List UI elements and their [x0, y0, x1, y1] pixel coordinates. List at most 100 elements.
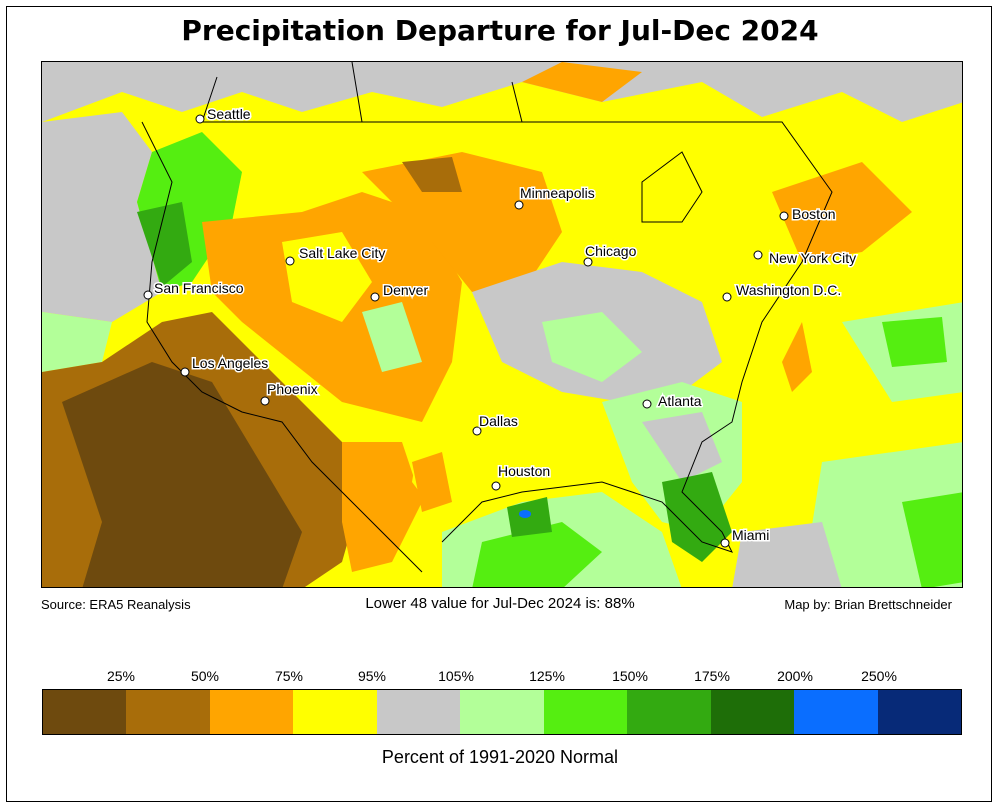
city-dot-icon [583, 257, 593, 267]
credit-note: Map by: Brian Brettschneider [784, 597, 952, 612]
legend-swatch-1 [126, 690, 210, 734]
legend-tick: 25% [106, 668, 136, 684]
city-dot-icon [285, 256, 295, 266]
city-dot-icon [753, 250, 763, 260]
legend-swatch-0 [43, 690, 127, 734]
city-label: New York City [769, 250, 856, 266]
legend-ticks: 25% 50% 75% 95% 105% 125% 150% 175% 200%… [0, 668, 1000, 688]
great-lakes-and-borders [201, 62, 703, 223]
city-label: Seattle [207, 106, 251, 122]
region-new-england-dry [772, 162, 912, 262]
city-label: Houston [498, 463, 550, 479]
city-dot-icon [180, 367, 190, 377]
map-canvas: Seattle San Francisco Los Angeles Phoeni… [42, 62, 962, 587]
region-ontario [582, 102, 682, 172]
region-utah-idaho [282, 232, 372, 322]
source-note: Source: ERA5 Reanalysis [41, 597, 191, 612]
region-florida-wet [662, 472, 732, 562]
map-title: Precipitation Departure for Jul-Dec 2024 [181, 14, 819, 47]
region-northern-plains-dry [362, 152, 562, 292]
region-baja-extreme-dry [62, 362, 302, 587]
legend-tick: 105% [438, 668, 474, 684]
city-markers: Seattle San Francisco Los Angeles Phoeni… [143, 105, 858, 548]
city-san-francisco[interactable]: San Francisco [143, 279, 245, 300]
city-dot-icon [514, 200, 524, 210]
summary-note: Lower 48 value for Jul-Dec 2024 is: 88% [365, 595, 635, 612]
region-canada-north [42, 62, 962, 122]
legend-swatch-2 [209, 690, 294, 734]
legend-swatch-4 [376, 690, 461, 734]
legend-tick: 125% [529, 668, 565, 684]
city-label: Atlanta [658, 393, 702, 409]
region-oregon-coast [137, 202, 192, 287]
city-chicago[interactable]: Chicago [583, 242, 638, 267]
region-gulf-extreme [519, 510, 531, 518]
city-houston[interactable]: Houston [491, 462, 552, 491]
city-dot-icon [143, 290, 153, 300]
legend-swatch-6 [543, 690, 628, 734]
city-denver[interactable]: Denver [370, 281, 430, 302]
region-gulf-very-wet [472, 522, 602, 587]
legend-swatch-10 [877, 690, 961, 734]
region-missouri-wet [542, 312, 642, 382]
city-label: Minneapolis [520, 185, 595, 201]
city-boston[interactable]: Boston [779, 205, 837, 224]
city-minneapolis[interactable]: Minneapolis [514, 184, 596, 210]
legend-colorbar [42, 689, 962, 735]
region-montana-dry [402, 157, 462, 192]
region-chesapeake-dry [782, 322, 812, 392]
city-dot-icon [722, 292, 732, 302]
city-dot-icon [370, 292, 380, 302]
region-canada-orange [522, 62, 642, 102]
city-dot-icon [642, 399, 652, 409]
city-dot-icon [779, 211, 789, 221]
region-pacific-mid [42, 312, 112, 372]
city-label: Washington D.C. [736, 282, 841, 298]
city-dot-icon [472, 426, 482, 436]
city-dallas[interactable]: Dallas [472, 412, 519, 436]
coastline-west [141, 121, 423, 573]
legend-swatch-9 [794, 690, 878, 734]
legend-tick: 50% [190, 668, 220, 684]
legend-tick: 95% [357, 668, 387, 684]
region-colorado-wet [362, 302, 422, 372]
city-atlanta[interactable]: Atlanta [642, 392, 703, 411]
city-washington-dc[interactable]: Washington D.C. [722, 281, 843, 302]
precipitation-map: Seattle San Francisco Los Angeles Phoeni… [41, 61, 963, 588]
city-dot-icon [260, 396, 270, 406]
region-houston-coast [507, 497, 552, 537]
region-new-mexico-chihuahua [342, 442, 422, 572]
city-los-angeles[interactable]: Los Angeles [180, 354, 270, 377]
city-label: Chicago [585, 243, 637, 259]
city-dot-icon [195, 114, 205, 124]
city-label: Miami [732, 527, 769, 543]
legend-swatch-8 [710, 690, 795, 734]
city-phoenix[interactable]: Phoenix [260, 380, 319, 406]
legend-swatch-5 [460, 690, 544, 734]
legend-swatch-7 [627, 690, 711, 734]
region-caribbean-very-wet [902, 492, 962, 587]
region-cuba-normal [732, 522, 842, 587]
city-dot-icon [491, 481, 501, 491]
city-label: Phoenix [267, 381, 318, 397]
region-atlantic-wet-2 [882, 317, 947, 367]
city-label: Dallas [479, 413, 518, 429]
city-label: Salt Lake City [299, 245, 385, 261]
coastline-us-border [202, 121, 833, 553]
legend-tick: 175% [694, 668, 730, 684]
legend-tick: 200% [777, 668, 813, 684]
legend-tick: 150% [612, 668, 648, 684]
city-label: Los Angeles [192, 355, 268, 371]
city-salt-lake-city[interactable]: Salt Lake City [285, 244, 387, 266]
legend-tick: 250% [861, 668, 897, 684]
city-dot-icon [720, 538, 730, 548]
legend-tick: 75% [274, 668, 304, 684]
legend-caption: Percent of 1991-2020 Normal [381, 747, 619, 767]
region-georgia-normal [642, 412, 722, 482]
region-west-texas-dry [412, 452, 452, 512]
legend-swatch-3 [293, 690, 377, 734]
city-seattle[interactable]: Seattle [195, 105, 252, 124]
city-new-york-city[interactable]: New York City [753, 249, 858, 268]
city-miami[interactable]: Miami [720, 526, 771, 548]
city-label: Denver [383, 282, 428, 298]
